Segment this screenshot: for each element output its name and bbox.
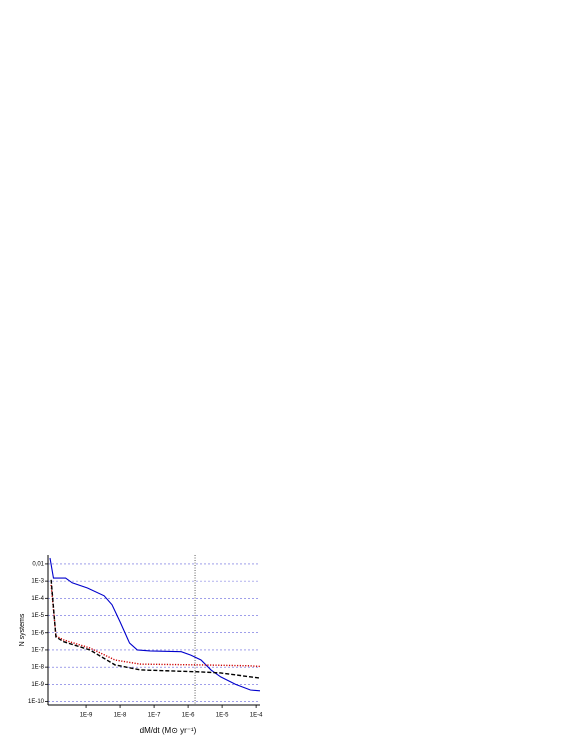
y-tick-label: 1E-7 xyxy=(31,648,44,654)
y-tick-label: 1E-3 xyxy=(31,579,44,585)
x-tick-label: 1E-5 xyxy=(216,713,229,719)
x-axis-label: dM/dt (M⊙ yr⁻¹) xyxy=(140,726,197,735)
data-line xyxy=(50,579,261,679)
x-tick-label: 1E-8 xyxy=(114,713,127,719)
x-tick-label: 1E-9 xyxy=(80,713,93,719)
x-tick-label: 1E-6 xyxy=(182,713,195,719)
y-tick-label: 1E-6 xyxy=(31,630,44,636)
y-axis-label: N systems xyxy=(19,613,26,646)
x-tick-label: 1E-4 xyxy=(250,713,263,719)
y-tick-label: 1E-9 xyxy=(31,682,44,688)
y-tick-label: 0,01 xyxy=(32,561,44,567)
y-tick-label: 1E-5 xyxy=(31,613,44,619)
y-tick-label: 1E-4 xyxy=(31,596,44,602)
y-tick-label: 1E-10 xyxy=(28,699,45,705)
data-line xyxy=(50,584,261,668)
y-tick-label: 1E-8 xyxy=(31,665,44,671)
x-tick-label: 1E-7 xyxy=(148,713,161,719)
data-line xyxy=(49,557,261,692)
